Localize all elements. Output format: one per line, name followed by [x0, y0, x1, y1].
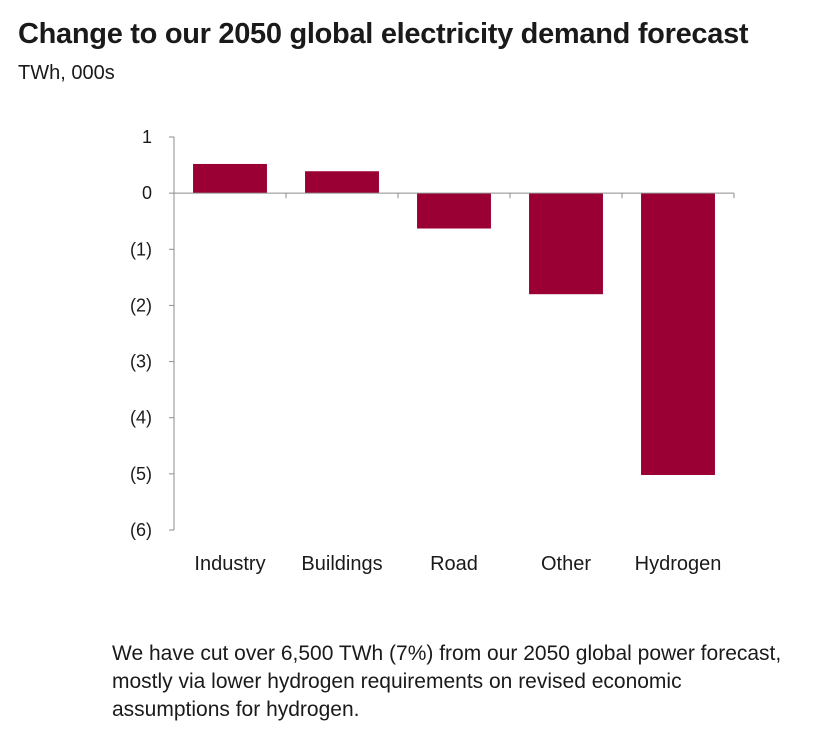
x-category-label: Hydrogen: [635, 553, 722, 575]
y-tick-label: 0: [142, 183, 152, 203]
bar-hydrogen: [641, 193, 715, 475]
bar-chart: 1 0 (1) (2) (3) (4) (5) (6) Industry Buildings Ro…: [130, 127, 735, 575]
x-axis: Industry Buildings Road Other Hydrogen: [173, 192, 735, 575]
chart-subtitle: TWh, 000s: [18, 62, 115, 84]
chart-note: We have cut over 6,500 TWh (7%) from our…: [112, 642, 782, 721]
bar-road: [417, 193, 491, 229]
x-category-label: Other: [541, 553, 591, 575]
y-tick-label: (1): [130, 239, 152, 259]
chart-title: Change to our 2050 global electricity de…: [18, 18, 749, 50]
y-tick-label: (6): [130, 520, 152, 540]
y-tick-label: (2): [130, 295, 152, 315]
bar-other: [529, 193, 603, 295]
x-category-label: Industry: [194, 553, 265, 575]
bars: [193, 163, 715, 475]
bar-industry: [193, 163, 267, 194]
x-category-label: Road: [430, 553, 478, 575]
bar-buildings: [305, 171, 379, 194]
y-tick-label: (4): [130, 408, 152, 428]
y-tick-label: (5): [130, 464, 152, 484]
y-axis: 1 0 (1) (2) (3) (4) (5) (6): [130, 127, 175, 540]
x-category-label: Buildings: [301, 553, 382, 575]
y-tick-label: 1: [142, 127, 152, 147]
y-tick-label: (3): [130, 352, 152, 372]
